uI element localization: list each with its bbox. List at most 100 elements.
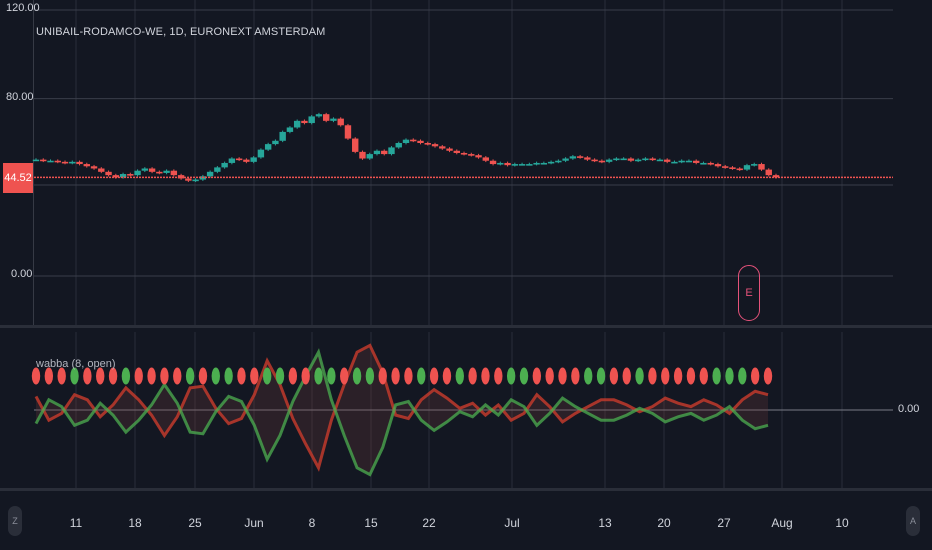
candle-body [402,139,410,143]
candle-body [308,116,315,124]
indicator-signal-dot [494,367,503,385]
candle-body [69,161,76,164]
candle-body [663,159,671,162]
candle-body [547,161,555,164]
x-tick-label: Aug [771,516,793,530]
candle-body [127,174,134,176]
candle-body [511,164,519,166]
indicator-red-line [34,343,769,472]
candle-body [765,169,772,176]
indicator-signal-dot [147,367,156,385]
x-tick-label: 25 [188,516,202,530]
indicator-signal-dot [686,367,696,385]
x-tick-label: 18 [128,516,142,530]
candle-body [61,161,69,164]
indicator-signal-dot [301,367,310,385]
indicator-signal-dot [417,367,426,385]
indicator-signal-dot [596,367,606,385]
candle-body [417,140,424,143]
indicator-signal-dot [57,367,66,385]
candle-body [584,157,591,160]
candle-body [47,160,54,163]
candle-body [32,159,40,162]
candle-body [475,155,482,158]
scroll-left-button[interactable]: Z [8,506,22,536]
candle-body [743,165,751,170]
indicator-signal-dot [96,367,105,385]
candle-body [40,159,47,162]
indicator-fill [36,345,768,475]
candle-body [605,159,613,162]
candle-body [119,174,127,178]
indicator-signal-dot [262,367,272,385]
candle-body [714,164,722,167]
candle-body [83,164,90,167]
time-axis-divider [0,488,932,491]
candle-body [722,166,729,168]
candle-body [707,162,714,165]
candle-body [526,164,533,166]
candle-body [569,156,577,159]
indicator-signal-dot [763,367,773,385]
indicator-signal-dot [532,367,542,385]
indicator-title: wabba (8, open) [36,358,116,370]
indicator-signal-dot [725,367,734,385]
x-tick-label: 8 [308,516,316,530]
last-price-tag: 44.52 [3,163,33,193]
indicator-signal-dot [519,367,529,385]
indicator-signal-dot [314,367,323,385]
indicator-signal-dot [404,367,413,385]
candle-body [627,158,635,161]
indicator-signal-dot [198,367,208,385]
indicator-green-line [34,348,769,477]
indicator-signal-dot [584,367,593,385]
candle-body [482,157,490,161]
indicator-signal-dot [429,367,439,385]
candle-body [170,170,178,176]
earnings-marker[interactable]: E [738,265,760,321]
indicator-signal-dot [558,367,567,385]
indicator-signal-dot [275,367,285,385]
indicator-signal-dot [661,367,670,385]
candle-body [678,160,685,163]
candle-body [54,160,61,163]
candle-body [141,168,149,171]
scroll-right-button[interactable]: A [906,506,920,536]
candle-body [489,160,497,165]
candle-body [228,158,236,163]
indicator-signal-dot [506,367,516,385]
candle-body [134,170,141,176]
candle-body [685,160,693,163]
x-tick-label: 11 [69,516,83,530]
x-tick-label: Jul [504,516,520,530]
indicator-signal-dot [571,367,580,385]
x-tick-label: 10 [835,516,849,530]
candle-body [439,146,446,149]
candle-body [598,160,606,163]
candle-body [352,138,359,152]
candle-body [148,168,156,172]
indicator-signal-dot [173,367,182,385]
candle-body [301,120,308,124]
indicator-signal-dot [481,367,490,385]
candle-body [337,118,344,126]
candle-body [395,143,402,148]
indicator-signal-dot [31,367,41,385]
candle-body [729,167,736,169]
indicator-signal-dot [327,367,336,385]
candle-body [540,162,548,165]
candle-body [555,160,562,163]
candle-body [388,147,395,155]
candle-body [518,164,526,166]
candle-body [772,175,780,178]
candle-body [700,162,707,165]
candle-body [185,178,192,181]
y-tick-label: 120.00 [6,2,40,14]
indicator-signal-dot [121,367,131,385]
candle-body [649,158,656,161]
candle-body [98,168,105,172]
indicator-signal-dot [83,367,92,385]
candle-body [497,162,504,165]
candle-body [359,151,366,159]
